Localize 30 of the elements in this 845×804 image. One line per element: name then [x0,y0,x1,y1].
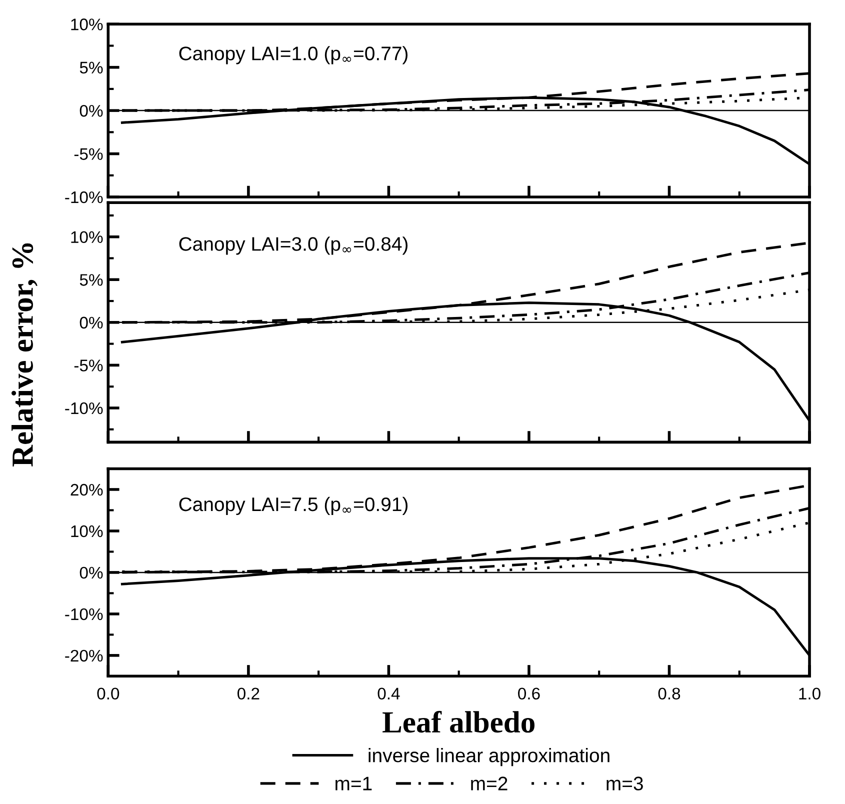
legend-label: m=1 [336,776,372,790]
annotation: Canopy LAI=3.0 (p$_{∞}$=0.84) [179,236,408,255]
y-tick-label: 20% [70,484,103,496]
y-tick-label: -10% [65,191,103,204]
y-tick-label: 0% [80,104,103,117]
x-tick-label: 0.2 [238,688,260,700]
y-tick-label: -10% [65,608,103,620]
y-tick-label: 10% [71,525,103,538]
x-tick-label: 0.0 [97,688,120,700]
x-tick-label: 0.4 [378,688,400,700]
annotation: Canopy LAI=1.0 (p$_{∞}$=0.77) [179,46,408,64]
y-tick-label: 0% [80,316,103,329]
annotation: Canopy LAI=7.5 (p$_{∞}$=0.91) [179,496,408,516]
y-tick-label: 0% [80,566,103,579]
y-tick-label: -10% [65,402,103,414]
x-tick-label: 0.6 [518,688,540,700]
x-axis-title: Leaf albedo [382,710,534,733]
legend-label: m=3 [606,776,643,790]
y-axis-title: Relative error, % [11,243,38,467]
y-tick-label: -5% [74,360,103,372]
y-tick-label: -20% [65,650,103,662]
y-tick-label: 10% [71,231,103,244]
y-tick-label: 5% [80,274,103,286]
x-tick-label: 0.8 [658,688,680,700]
legend-label: m=2 [471,776,508,790]
legend-label: inverse linear approximation [368,748,610,766]
y-tick-label: 10% [71,18,103,30]
x-tick-label: 1.0 [799,688,820,700]
y-tick-label: -5% [74,148,103,160]
y-tick-label: 5% [80,62,103,74]
